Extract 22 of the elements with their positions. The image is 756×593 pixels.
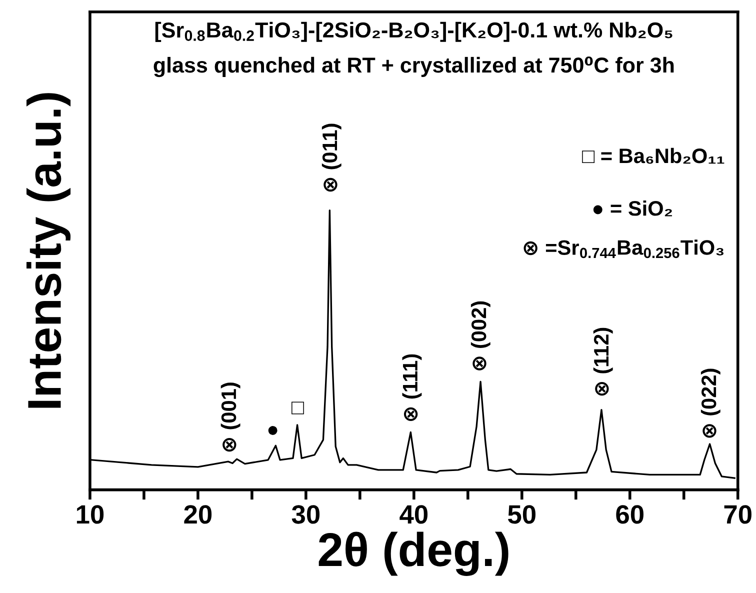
x-tick-label: 70 xyxy=(724,505,752,524)
annotation: ● xyxy=(268,426,278,435)
annotation: ⊗ (112) xyxy=(593,328,613,396)
x-tick-label: 30 xyxy=(292,505,320,524)
text: □ = Ba₆Nb₂O₁₁ xyxy=(582,148,724,164)
chart-subtitle: glass quenched at RT + crystallized at 750⁰C for 3h xyxy=(154,56,674,78)
x-tick-label: 50 xyxy=(508,505,536,524)
x-axis-title: 2θ (deg.) xyxy=(318,532,508,576)
annotation: ⊗ =Sr$_{0.744}$Ba$_{0.256}$TiO₃ xyxy=(524,240,724,258)
x-tick-label: 40 xyxy=(400,505,428,524)
y-axis-title: Intensity (a.u.) xyxy=(26,93,71,408)
x-tick-label: 20 xyxy=(184,505,212,524)
annotation: ⊗ (001) xyxy=(220,382,240,452)
annotation: ⊗ (022) xyxy=(700,368,720,438)
annotation: ⊗ (111) xyxy=(402,354,422,422)
x-tick-label: 60 xyxy=(616,505,644,524)
annotation: ⊗ (002) xyxy=(470,301,490,370)
chart-title: [Sr$_{0.8}$Ba$_{0.2}$TiO₃]-[2SiO₂-B₂O₃]-[K₂O]-0.1 wt.% Nb₂O₅ xyxy=(155,22,672,42)
text: ⊗ (011) xyxy=(322,124,342,192)
annotation: □ xyxy=(292,402,304,414)
annotation: ● = SiO₂ xyxy=(593,200,672,216)
x-tick-label: 10 xyxy=(76,505,104,524)
